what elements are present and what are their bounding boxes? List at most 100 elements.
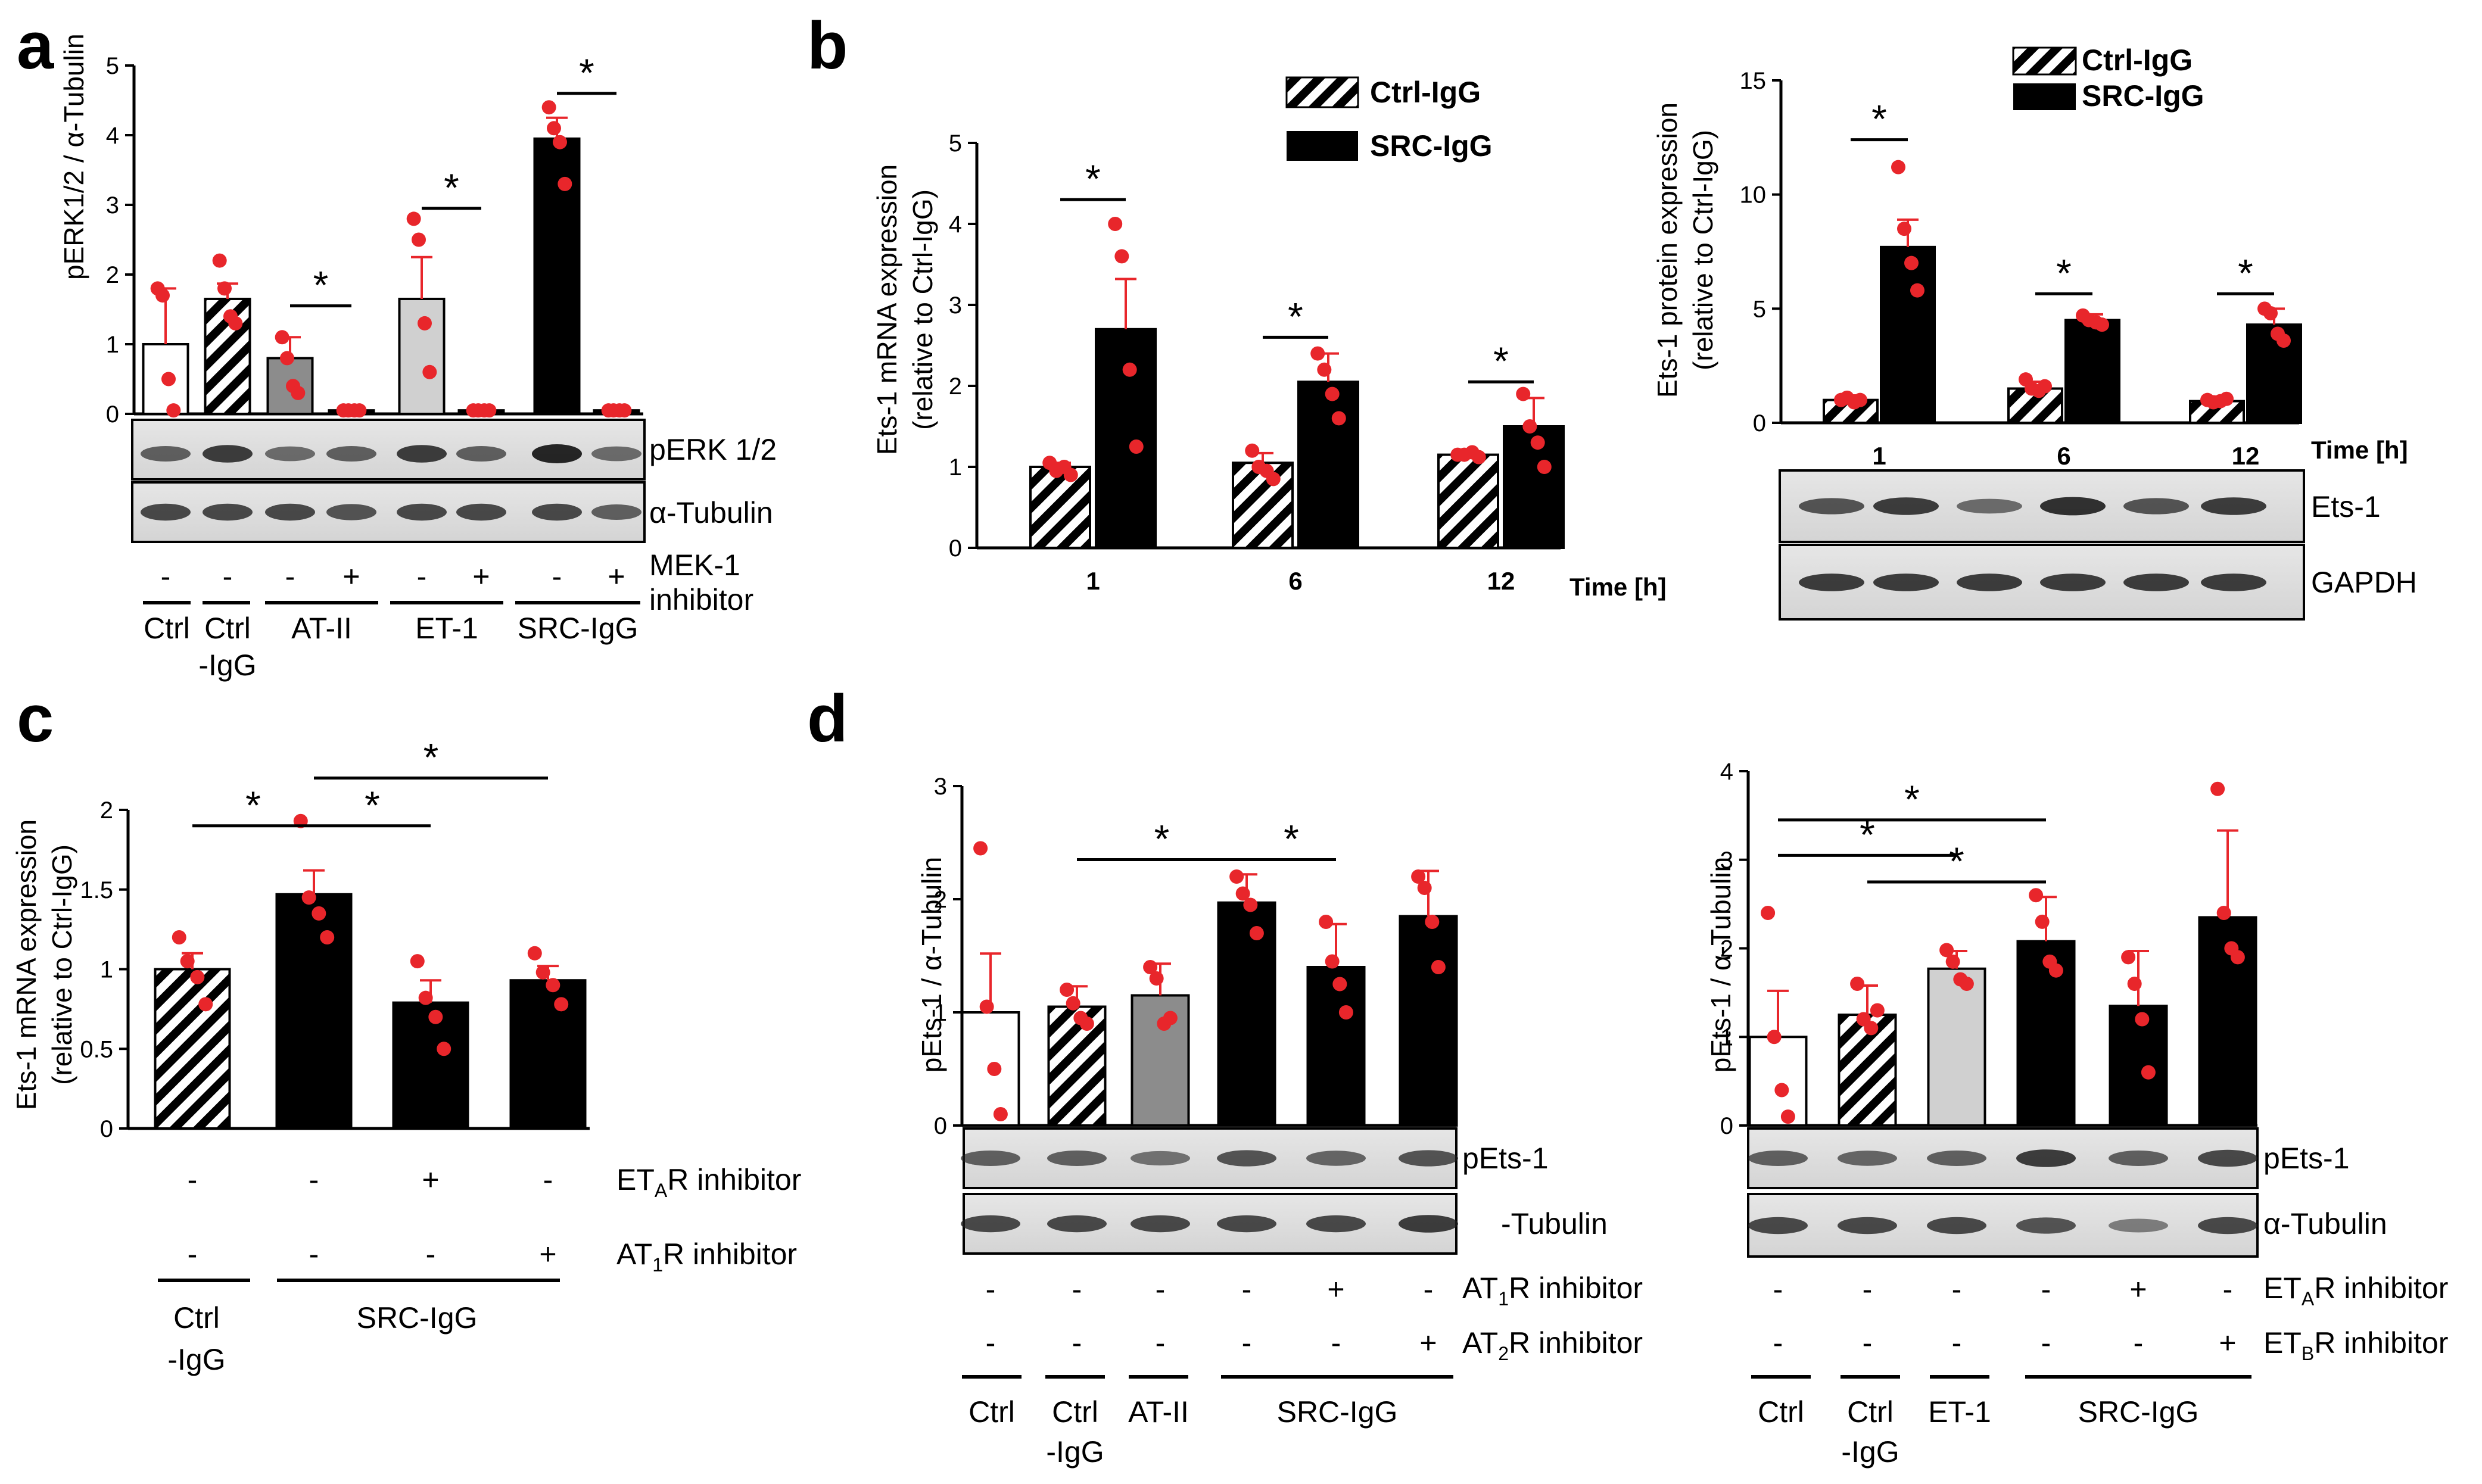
sign-d1-row1: + xyxy=(1327,1273,1344,1306)
chart-c-point xyxy=(410,954,425,969)
chart-d2-ytick-label: 3 xyxy=(1720,847,1733,874)
panel-c: 0 0.5 1 1.5 2 * * * Ets-1 mRNA expression (rela… xyxy=(11,735,801,1377)
blot-band xyxy=(1927,1217,1986,1234)
d1-group-ctrligg-2: -IgG xyxy=(1046,1435,1104,1469)
sign-c-row2: - xyxy=(426,1237,436,1271)
chart-a-point xyxy=(280,351,294,366)
sign-d2-row2: - xyxy=(1863,1326,1873,1360)
chart-c-point xyxy=(535,965,550,980)
chart-d2-point xyxy=(2141,1065,2156,1080)
d1-group-srcigg: SRC-IgG xyxy=(1277,1395,1398,1429)
chart-d2-point xyxy=(1864,1021,1879,1036)
signs-a: - - - + - + - + xyxy=(161,560,625,593)
d2-group-srcigg: SRC-IgG xyxy=(2078,1395,2199,1429)
legend2-swatch-ctrligg xyxy=(2012,46,2077,76)
chart-d2-point xyxy=(1774,1083,1789,1098)
blot-band xyxy=(2201,497,2266,515)
chart-b2-sig-star: * xyxy=(2056,251,2072,295)
blot-band xyxy=(961,1151,1020,1166)
sign-c-row2: + xyxy=(539,1237,556,1271)
sign-c-row1: - xyxy=(309,1163,319,1196)
blot-band xyxy=(1399,1150,1458,1167)
sign-d2-row2: - xyxy=(2041,1326,2051,1360)
blot-band xyxy=(1873,573,1939,591)
chart-d1-point xyxy=(1417,881,1432,895)
chart-d1-point xyxy=(993,1107,1008,1121)
group-a-ctrligg-2: -IgG xyxy=(198,649,256,682)
chart-a-point xyxy=(558,176,572,191)
blot-d1-pets1 xyxy=(963,1127,1458,1189)
chart-d2-ytick-label: 2 xyxy=(1720,936,1733,962)
group-a-ctrligg-1: Ctrl xyxy=(204,612,251,645)
chart-c-point xyxy=(418,990,433,1005)
sign-d2-row1: - xyxy=(1773,1273,1783,1306)
chart-d1-point xyxy=(1411,869,1426,884)
blot-band xyxy=(1306,1151,1366,1166)
chart-d1-bar xyxy=(1131,994,1190,1127)
chart-c-point xyxy=(198,997,213,1012)
chart-d2-point xyxy=(2230,950,2245,965)
chart-c-bar xyxy=(509,979,587,1130)
sign-d1-row2: - xyxy=(986,1326,996,1360)
blot-band xyxy=(265,446,315,462)
chart-d1-point xyxy=(973,841,988,856)
legend2-srcigg: SRC-IgG xyxy=(2082,79,2204,113)
blot-band xyxy=(1927,1151,1986,1166)
d1-group-ctrligg-1: Ctrl xyxy=(1052,1395,1098,1429)
blot-band xyxy=(1399,1215,1458,1233)
chart-d1-point xyxy=(1060,983,1075,997)
blot-band xyxy=(2198,1149,2257,1167)
chart-b2-point xyxy=(2277,333,2291,348)
chart-b1-point xyxy=(1122,362,1137,377)
d2-group-ctrligg-2: -IgG xyxy=(1841,1435,1899,1469)
blot-band xyxy=(532,444,582,463)
d2-row2-label: ETBR inhibitor xyxy=(2263,1326,2448,1364)
blot-d1-label-tubulin: -Tubulin xyxy=(1501,1207,1608,1240)
chart-c-point xyxy=(554,997,569,1012)
c-row2-label: AT1R inhibitor xyxy=(616,1237,797,1276)
sign-c-row1: + xyxy=(422,1163,439,1196)
chart-b1-ytick-label: 3 xyxy=(949,292,962,319)
blot-d1-label-pets1: pEts-1 xyxy=(1462,1142,1549,1175)
sign-d1-row2: - xyxy=(1156,1326,1166,1360)
chart-d2-bar xyxy=(2016,940,2076,1127)
chart-a-point xyxy=(422,364,437,379)
chart-d1-point xyxy=(1338,1005,1353,1020)
blot-band xyxy=(456,446,506,462)
blot-band xyxy=(141,503,191,521)
blot-band xyxy=(532,503,582,521)
d1-group-atii: AT-II xyxy=(1128,1395,1189,1429)
chart-c-ytick-label: 2 xyxy=(100,797,113,824)
chart-d1-bar xyxy=(1217,901,1276,1127)
sign-d2-row2: - xyxy=(2134,1326,2144,1360)
blot-band xyxy=(2198,1217,2257,1234)
chart-a-point xyxy=(352,403,367,418)
chart-d2-point xyxy=(1767,1030,1782,1045)
sign-c-row1: - xyxy=(543,1163,553,1196)
chart-a-bar xyxy=(204,297,251,416)
c-group1-1: Ctrl xyxy=(173,1301,220,1335)
chart-b1-sig-star: * xyxy=(1493,339,1509,383)
chart-c-point xyxy=(312,906,326,921)
blot-a-bands xyxy=(141,444,641,521)
blot-band xyxy=(2123,573,2189,591)
chart-a-ylabel: pERK1/2 / α-Tubulin xyxy=(58,33,89,280)
chart-d1-point xyxy=(1079,1017,1094,1031)
chart-c-point xyxy=(190,969,205,984)
blot-band xyxy=(1047,1151,1107,1166)
blot-band xyxy=(2040,573,2106,591)
chart-b1-point xyxy=(1471,450,1486,464)
chart-b1-bar xyxy=(1437,453,1499,549)
chart-c-ytick-label: 0.5 xyxy=(80,1036,113,1062)
group-a-ctrl: Ctrl xyxy=(144,612,190,645)
blot-d1-bands xyxy=(961,1150,1458,1233)
blot-d1-tubulin xyxy=(963,1193,1458,1255)
chart-b2-bar xyxy=(2246,323,2302,425)
blot-band xyxy=(2201,573,2266,591)
sign-a: - xyxy=(223,560,233,593)
blot-band xyxy=(2040,497,2106,516)
group-a-atii: AT-II xyxy=(291,612,352,645)
chart-d2-point xyxy=(2210,781,2225,796)
chart-c-point xyxy=(180,954,195,969)
chart-a-ytick-label: 1 xyxy=(106,332,119,358)
